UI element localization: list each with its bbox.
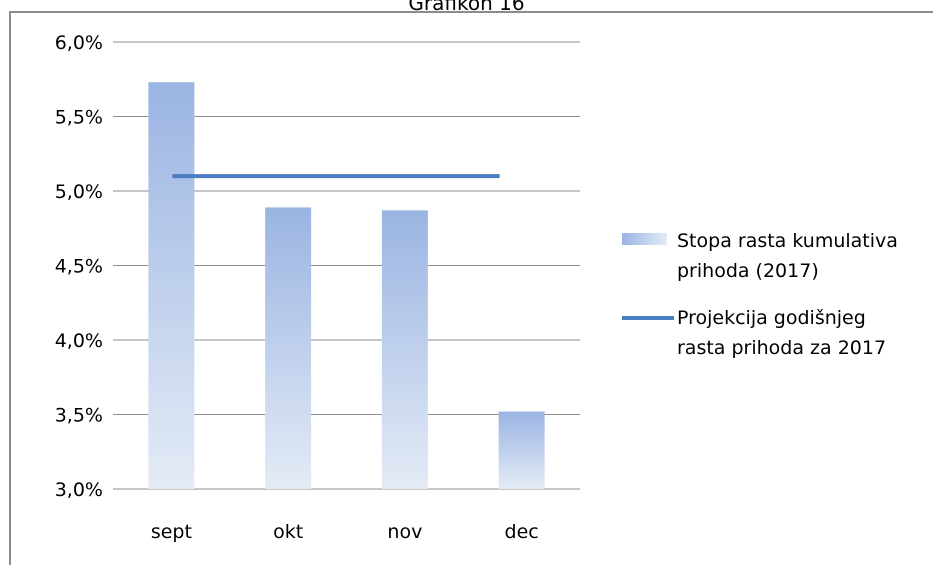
legend-label: prihoda (2017)	[677, 260, 819, 282]
y-tick-label: 3,0%	[55, 479, 103, 501]
legend-swatch-bar	[622, 233, 667, 245]
bar-okt	[265, 207, 312, 489]
legend: Stopa rasta kumulativa prihoda (2017) Proj…	[622, 230, 898, 359]
legend-label: Projekcija godišnjeg	[677, 307, 866, 329]
bar-nov	[381, 210, 428, 489]
y-tick-label: 4,0%	[55, 330, 103, 352]
x-tick-label: nov	[387, 521, 422, 543]
legend-label: rasta prihoda za 2017	[677, 337, 886, 359]
legend-label: Stopa rasta kumulativa	[677, 230, 898, 252]
chart-frame	[9, 11, 933, 565]
x-axis-ticks: sept okt nov dec	[151, 521, 539, 543]
y-tick-label: 5,0%	[55, 181, 103, 203]
x-tick-label: okt	[273, 521, 303, 543]
y-tick-label: 5,5%	[55, 107, 103, 129]
x-tick-label: sept	[151, 521, 192, 543]
y-tick-label: 3,5%	[55, 405, 103, 427]
x-tick-label: dec	[505, 521, 539, 543]
y-tick-label: 6,0%	[55, 32, 103, 54]
bars	[148, 82, 545, 489]
bar-sept	[148, 82, 195, 489]
y-axis-ticks: 3,0% 3,5% 4,0% 4,5% 5,0% 5,5% 6,0%	[55, 32, 103, 501]
y-tick-label: 4,5%	[55, 256, 103, 278]
bar-dec	[498, 411, 545, 489]
